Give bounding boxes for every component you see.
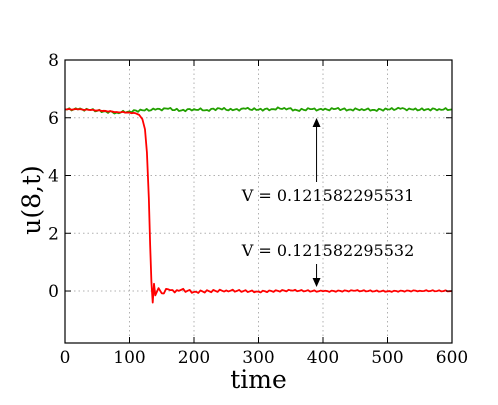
y-tick-label: 4 <box>48 167 59 187</box>
y-tick-label: 2 <box>48 224 59 244</box>
x-tick-label: 400 <box>307 348 339 368</box>
annotation-arrowhead <box>312 278 321 288</box>
x-tick-label: 300 <box>242 348 274 368</box>
annotation-label: V = 0.121582295532 <box>241 241 415 260</box>
y-axis-label: u(8,t) <box>17 165 46 235</box>
x-tick-label: 600 <box>436 348 468 368</box>
x-tick-label: 100 <box>113 348 145 368</box>
y-tick-label: 0 <box>48 282 59 302</box>
x-tick-label: 0 <box>60 348 71 368</box>
axis-ticks: 0 100 200 300 400 500 600 0 2 4 6 8 <box>48 51 468 368</box>
x-tick-label: 500 <box>371 348 403 368</box>
annotation-label: V = 0.121582295531 <box>241 186 415 205</box>
y-tick-label: 8 <box>48 51 59 71</box>
series-lines <box>64 106 453 304</box>
annotation-arrowhead <box>312 117 321 127</box>
series-line-0 <box>64 106 453 115</box>
series-line-1 <box>64 108 453 304</box>
x-axis-label: time <box>230 365 287 394</box>
x-tick-label: 200 <box>178 348 210 368</box>
annotations: V = 0.121582295531 V = 0.121582295532 <box>241 117 415 288</box>
y-tick-label: 6 <box>48 109 59 129</box>
